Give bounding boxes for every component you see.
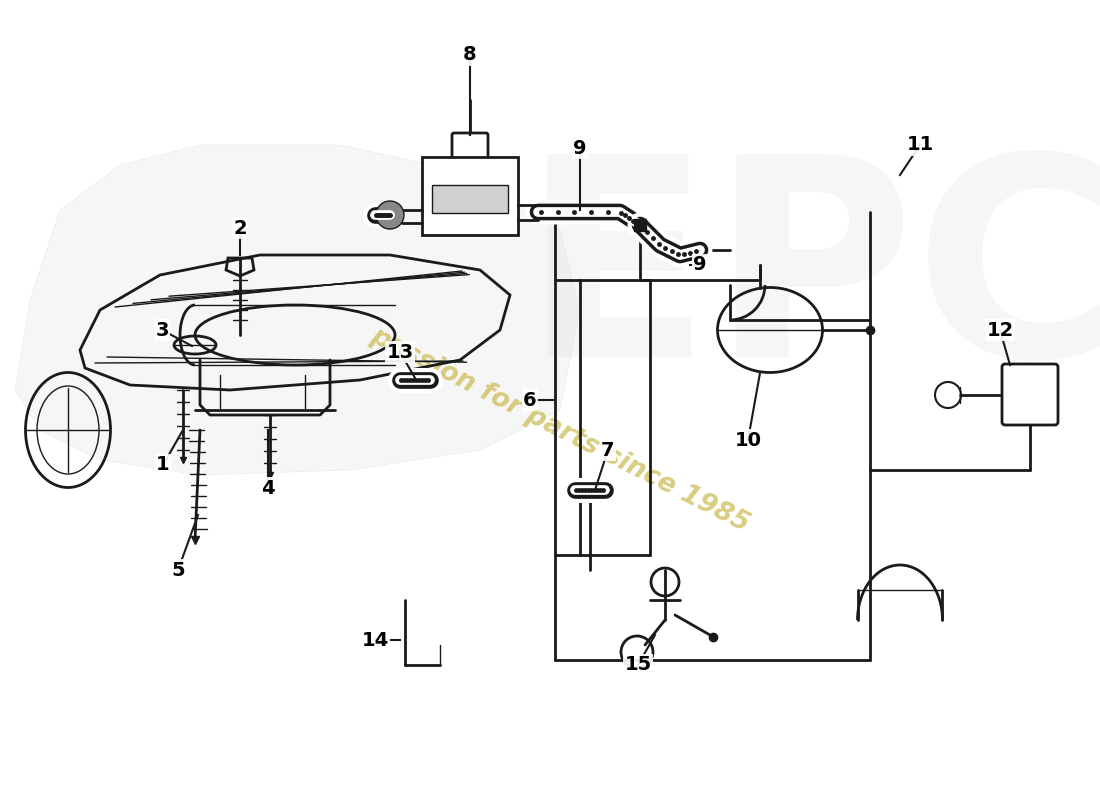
FancyBboxPatch shape xyxy=(432,185,508,213)
Text: 1: 1 xyxy=(156,455,169,474)
Text: EPC: EPC xyxy=(521,145,1100,415)
Text: 2: 2 xyxy=(233,218,246,238)
Text: 3: 3 xyxy=(155,321,168,339)
Text: 9: 9 xyxy=(693,255,706,274)
Text: 7: 7 xyxy=(602,441,615,459)
Text: 8: 8 xyxy=(463,46,476,65)
FancyBboxPatch shape xyxy=(1002,364,1058,425)
Polygon shape xyxy=(15,145,580,475)
Text: 14: 14 xyxy=(362,630,388,650)
Text: passion for parts since 1985: passion for parts since 1985 xyxy=(366,322,754,538)
Text: 13: 13 xyxy=(386,342,414,362)
Circle shape xyxy=(376,201,404,229)
Text: 6: 6 xyxy=(524,390,537,410)
Text: 12: 12 xyxy=(987,321,1013,339)
Text: 4: 4 xyxy=(261,478,275,498)
Text: 11: 11 xyxy=(906,135,934,154)
FancyBboxPatch shape xyxy=(452,133,488,159)
Text: 10: 10 xyxy=(735,430,761,450)
FancyBboxPatch shape xyxy=(422,157,518,235)
Text: 5: 5 xyxy=(172,561,185,579)
Text: 15: 15 xyxy=(625,655,651,674)
Text: 9: 9 xyxy=(573,138,586,158)
